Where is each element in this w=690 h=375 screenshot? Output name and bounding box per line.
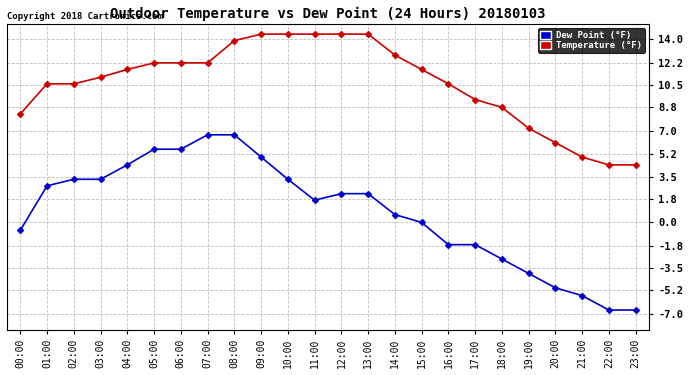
Title: Outdoor Temperature vs Dew Point (24 Hours) 20180103: Outdoor Temperature vs Dew Point (24 Hou…: [110, 7, 546, 21]
Text: Copyright 2018 Cartronics.com: Copyright 2018 Cartronics.com: [7, 12, 163, 21]
Legend: Dew Point (°F), Temperature (°F): Dew Point (°F), Temperature (°F): [538, 28, 644, 53]
